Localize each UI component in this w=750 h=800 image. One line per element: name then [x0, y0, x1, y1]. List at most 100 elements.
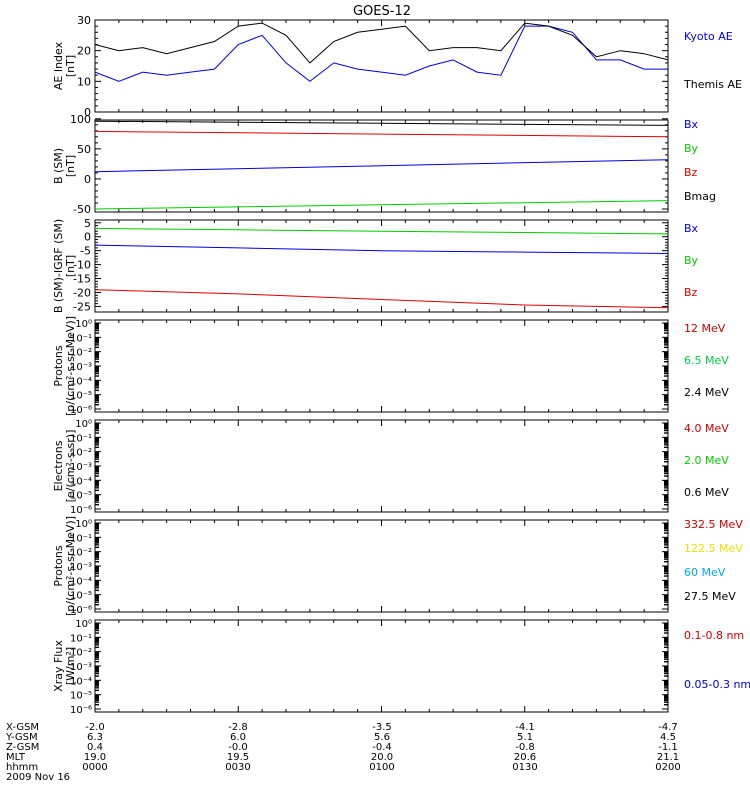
- footer-value: 0200: [655, 762, 680, 773]
- y-tick-label: 10⁻⁶: [70, 405, 92, 416]
- y-tick-label: 0: [84, 106, 91, 119]
- y-tick-label: 10⁻²: [70, 448, 92, 459]
- y-tick-label: -50: [73, 203, 91, 216]
- y-axis-label: Xray Flux: [52, 640, 65, 692]
- footer-value: 0000: [82, 762, 107, 773]
- legend-60-mev: 60 MeV: [684, 566, 726, 579]
- y-axis-unit: [nT]: [64, 155, 77, 177]
- y-tick-label: 10⁰: [75, 419, 92, 430]
- footer-row-label: X-GSM: [6, 722, 39, 733]
- legend-0-05-0-3-nm: 0.05-0.3 nm: [684, 678, 750, 691]
- series-line-by: [94, 227, 669, 235]
- legend-27-5-mev: 27.5 MeV: [684, 590, 736, 603]
- y-axis-unit: [nT]: [64, 55, 77, 77]
- series-line-kyoto-ae: [94, 25, 668, 82]
- legend-bx: Bx: [684, 118, 699, 131]
- y-tick-label: 100: [70, 113, 91, 126]
- footer-date: 2009 Nov 16: [6, 772, 70, 783]
- series-line-by: [94, 200, 669, 210]
- panel-7: 10⁰ 10⁻¹ 10⁻² 10⁻³ 10⁻⁴ 10⁻⁵ 10⁻⁶ Xray Flux [W/m…: [52, 619, 750, 716]
- y-tick-label: 5: [84, 217, 91, 230]
- y-axis-unit: [p/(cm²-s-sr-MeV)]: [64, 516, 77, 616]
- legend-kyoto-ae: Kyoto AE: [684, 30, 733, 43]
- plot-title: GOES-12: [353, 4, 411, 19]
- y-axis-label: Electrons: [52, 440, 65, 491]
- footer-value: 20.0: [371, 752, 393, 763]
- y-axis-label: Protons: [52, 545, 65, 586]
- y-axis-label: B (SM)-IGRF (SM): [52, 219, 65, 313]
- y-axis-unit: [W/m²]: [64, 647, 77, 685]
- footer-value: 20.6: [514, 752, 536, 763]
- y-tick-label: 10⁰: [75, 319, 92, 330]
- y-tick-label: 0: [84, 173, 91, 186]
- y-tick-label: 10⁻²: [70, 348, 92, 359]
- legend-2-4-mev: 2.4 MeV: [684, 386, 729, 399]
- y-tick-label: 10⁻⁵: [70, 691, 92, 702]
- footer-value: 19.0: [84, 752, 106, 763]
- legend-0-6-mev: 0.6 MeV: [684, 486, 729, 499]
- footer-row-label: MLT: [6, 752, 26, 763]
- y-tick-label: -20: [73, 286, 91, 299]
- y-axis-label: AE Index: [52, 41, 65, 90]
- panel-frame: [94, 319, 669, 413]
- panel-frame: [94, 519, 669, 613]
- footer-value: 5.6: [374, 732, 390, 743]
- y-axis-unit: [nT]: [64, 255, 77, 277]
- y-axis-unit: [e/(cm²-s-sr)]: [64, 430, 77, 503]
- y-tick-label: 0: [84, 231, 91, 244]
- footer-value: -2.0: [85, 722, 105, 733]
- footer-value: 0030: [225, 762, 250, 773]
- y-tick-label: 50: [77, 143, 91, 156]
- y-tick-label: 10⁻¹: [70, 633, 92, 644]
- footer-value: 19.5: [227, 752, 249, 763]
- y-tick-label: 10⁻⁴: [70, 376, 92, 387]
- footer-value: -0.0: [228, 742, 248, 753]
- series-line-bx: [94, 244, 669, 254]
- y-tick-label: 10⁻²: [70, 548, 92, 559]
- y-tick-label: 10⁻⁵: [70, 491, 92, 502]
- panel-frame: [94, 19, 669, 113]
- y-axis-label: B (SM): [52, 148, 65, 184]
- footer-value: -2.8: [228, 722, 248, 733]
- footer-value: 0.4: [87, 742, 103, 753]
- y-tick-label: 10⁻³: [70, 462, 92, 473]
- panel-1: 0 10 20 30 AE Index [nT] Kyoto AE Themis AE: [52, 14, 742, 119]
- footer-row-label: Z-GSM: [6, 742, 39, 753]
- footer-row-label: Y-GSM: [5, 732, 38, 743]
- y-tick-label: 10⁻⁶: [70, 705, 92, 716]
- panel-3: -25-20-15-10-505 B (SM)-IGRF (SM) [nT] Bx By…: [52, 217, 699, 314]
- y-tick-label: 10⁻⁴: [70, 576, 92, 587]
- panel-frame: [94, 419, 669, 513]
- ephemeris-footer: X-GSM -2.0 -2.8 -3.5 -4.1 -4.7 Y-GSM 6.3 6.0 5.6 5…: [5, 722, 681, 783]
- legend-332-5-mev: 332.5 MeV: [684, 518, 743, 531]
- footer-value: 4.5: [660, 732, 676, 743]
- y-tick-label: -15: [73, 273, 91, 286]
- panel-5: 10⁰ 10⁻¹ 10⁻² 10⁻³ 10⁻⁴ 10⁻⁵ 10⁻⁶ Electrons [e/(…: [52, 419, 729, 516]
- y-tick-label: 10⁻³: [70, 362, 92, 373]
- y-tick-label: 10⁻¹: [70, 433, 92, 444]
- panel-6: 10⁰ 10⁻¹ 10⁻² 10⁻³ 10⁻⁴ 10⁻⁵ 10⁻⁶ Protons [p/(cm…: [52, 516, 743, 616]
- footer-value: -0.8: [515, 742, 535, 753]
- y-tick-label: 10⁰: [75, 619, 92, 630]
- series-line-bx: [94, 159, 669, 173]
- series-line-bz: [94, 130, 669, 138]
- y-axis-label: Protons: [52, 345, 65, 386]
- legend-bz: Bz: [684, 166, 698, 179]
- footer-row-label: hhmm: [6, 762, 38, 773]
- legend-122-5-mev: 122.5 MeV: [684, 542, 743, 555]
- legend-themis-ae: Themis AE: [683, 78, 742, 91]
- footer-value: 6.3: [87, 732, 103, 743]
- y-tick-label: 30: [77, 14, 91, 27]
- panel-4: 10⁰ 10⁻¹ 10⁻² 10⁻³ 10⁻⁴ 10⁻⁵ 10⁻⁶ Protons [p/(cm…: [52, 316, 729, 416]
- legend-2-0-mev: 2.0 MeV: [684, 454, 729, 467]
- footer-value: -1.1: [658, 742, 678, 753]
- y-tick-label: 10⁻²: [70, 648, 92, 659]
- panel-frame: [94, 619, 669, 713]
- legend-4-0-mev: 4.0 MeV: [684, 422, 729, 435]
- legend-bx: Bx: [684, 222, 699, 235]
- footer-value: -3.5: [372, 722, 392, 733]
- y-tick-label: 10⁻⁴: [70, 476, 92, 487]
- footer-value: 0100: [369, 762, 394, 773]
- footer-value: 0130: [512, 762, 537, 773]
